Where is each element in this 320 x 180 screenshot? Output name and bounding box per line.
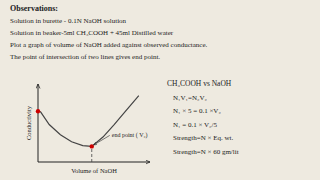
curve: [40, 111, 92, 146]
side-heading: CH₃COOH vs NaOH: [167, 79, 232, 88]
y-axis-label: Conductivity: [25, 105, 32, 140]
plot-points: [36, 109, 94, 148]
title: Observations:: [10, 4, 58, 13]
x-axis: [38, 162, 150, 163]
formula: N₁ = 0.1 × V₂/5: [173, 121, 217, 129]
point: [36, 109, 40, 113]
curve: [92, 96, 139, 147]
observation: The point of intersection of two lines g…: [10, 53, 160, 61]
chart: Observations: Solution in burette - 0.1N …: [0, 0, 320, 180]
annotation: end point ( V₂): [112, 132, 148, 139]
formula: Strength=N × 60 gm/lit: [173, 148, 239, 156]
plot-lines: [40, 96, 139, 162]
drop-line: [91, 146, 92, 162]
formula: N₁ × 5 = 0.1 ×V₂: [173, 107, 221, 115]
formula: Strength=N × Eq. wt.: [173, 134, 233, 142]
point: [90, 144, 94, 148]
x-axis-label: Volume of NaOH: [71, 167, 117, 174]
observation: Solution in burette - 0.1N NaOH solution: [10, 17, 127, 25]
formula: N₁V₁=N₂V₂: [173, 94, 207, 102]
observation: Solution in beaker-5ml CH₃COOH + 45ml Di…: [10, 29, 174, 37]
observation: Plot a graph of volume of NaOH added aga…: [10, 41, 208, 49]
background: [0, 0, 320, 180]
y-axis: [38, 84, 39, 162]
annotation-arrow: [94, 135, 110, 145]
